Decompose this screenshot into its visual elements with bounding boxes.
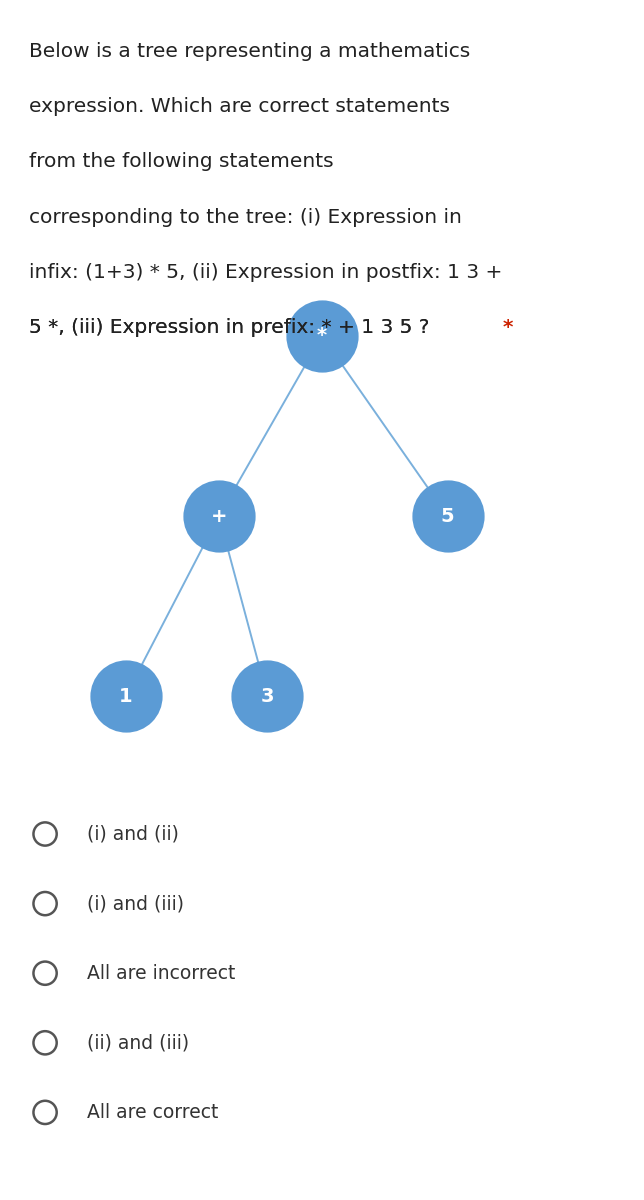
Point [40,1033,50,1052]
Point [120,686,131,706]
Text: +: + [211,506,227,526]
Point [40,964,50,983]
Text: All are correct: All are correct [87,1103,218,1122]
Text: 1: 1 [118,686,133,706]
Text: (i) and (iii): (i) and (iii) [87,894,184,913]
Text: 5 *, (iii) Expression in prefix: * + 1 3 5 ?: 5 *, (iii) Expression in prefix: * + 1 3… [29,318,430,337]
Text: 5 *, (iii) Expression in prefix: * + 1 3 5 ?: 5 *, (iii) Expression in prefix: * + 1 3… [29,318,436,337]
Point [40,894,50,913]
Text: infix: (1+3) * 5, (ii) Expression in postfix: 1 3 +: infix: (1+3) * 5, (ii) Expression in pos… [29,263,502,282]
Text: 3: 3 [261,686,274,706]
Text: (i) and (ii): (i) and (ii) [87,824,179,844]
Text: *: * [502,318,513,337]
Point [317,326,327,346]
Text: 5: 5 [440,506,455,526]
Text: All are incorrect: All are incorrect [87,964,235,983]
Text: Below is a tree representing a mathematics: Below is a tree representing a mathemati… [29,42,470,61]
Point [40,1103,50,1122]
Text: (ii) and (iii): (ii) and (iii) [87,1033,189,1052]
Point [40,824,50,844]
Text: corresponding to the tree: (i) Expression in: corresponding to the tree: (i) Expressio… [29,208,462,227]
Point [262,686,272,706]
Point [214,506,224,526]
Text: from the following statements: from the following statements [29,152,334,172]
Text: expression. Which are correct statements: expression. Which are correct statements [29,97,450,116]
Point [442,506,453,526]
Text: *: * [317,326,327,346]
